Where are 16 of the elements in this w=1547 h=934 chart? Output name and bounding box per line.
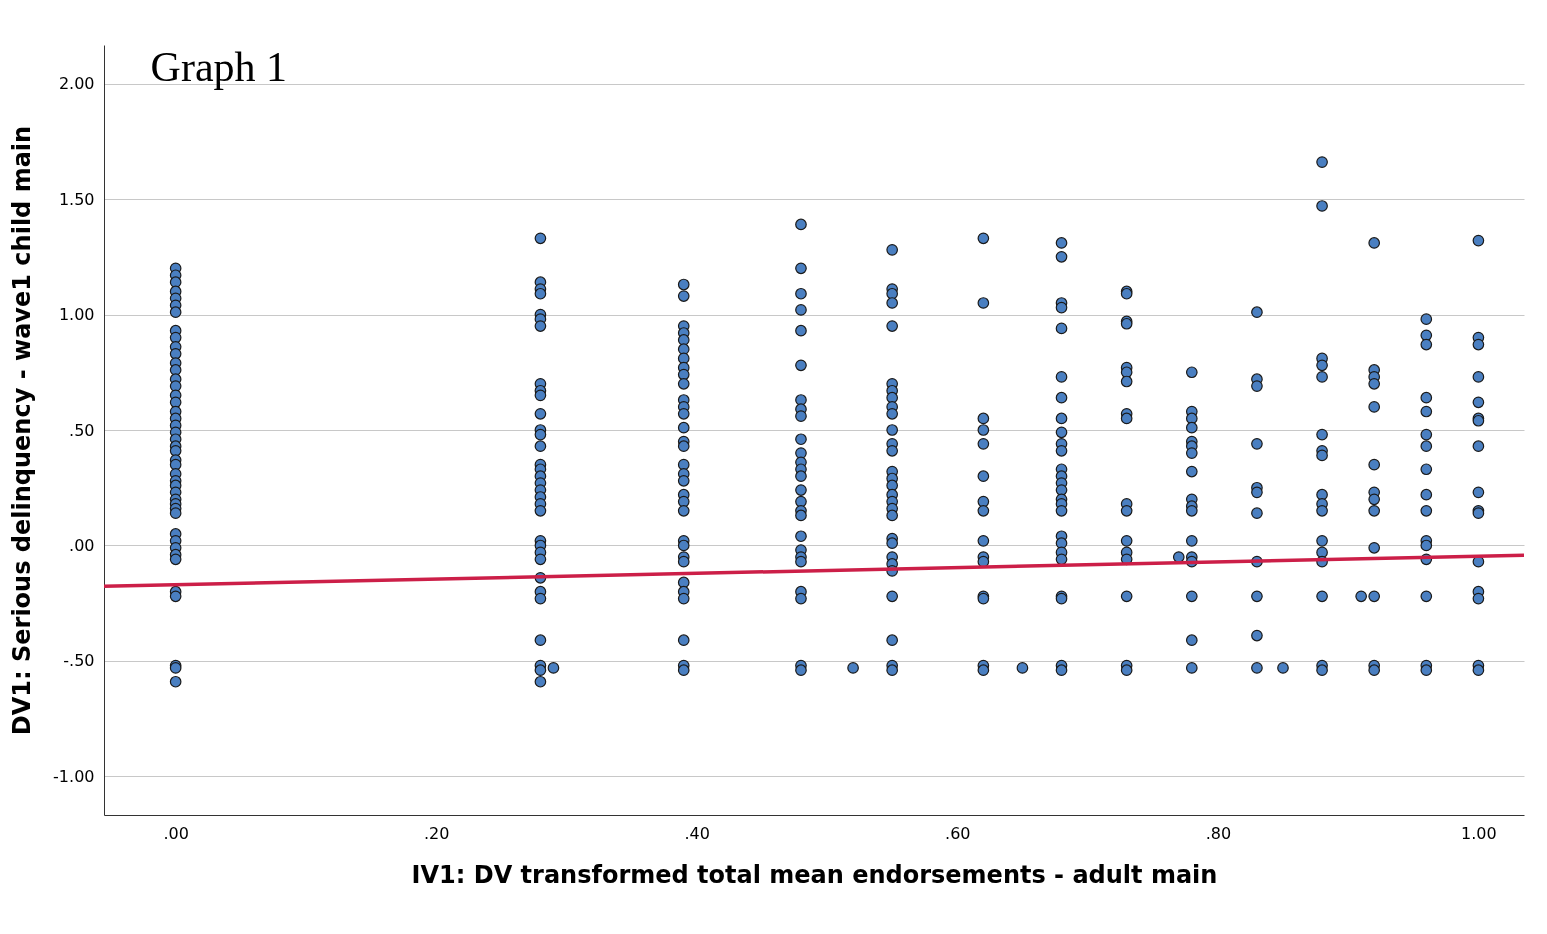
x-tick-label: .00 <box>163 823 189 843</box>
y-tick-label: -1.00 <box>53 766 95 786</box>
x-tick-label: .80 <box>1205 823 1232 843</box>
x-tick-label: .60 <box>945 823 971 843</box>
y-tick-label: 1.50 <box>58 189 95 209</box>
y-tick-label: 2.00 <box>58 74 95 94</box>
x-tick-label: .20 <box>423 823 450 843</box>
y-tick-label: .50 <box>69 420 95 440</box>
x-tick-label: 1.00 <box>1461 823 1497 843</box>
x-tick-label: .40 <box>684 823 710 843</box>
y-tick-label: .00 <box>69 535 95 555</box>
y-tick-label: 1.00 <box>58 305 95 325</box>
y-tick-label: -.50 <box>63 651 95 671</box>
chart-title: Graph 1 <box>150 44 288 90</box>
x-axis-title: IV1: DV transformed total mean endorsements - adult main <box>411 860 1218 889</box>
y-axis-title: DV1: Serious delinquency - wave1 child main <box>8 125 37 736</box>
